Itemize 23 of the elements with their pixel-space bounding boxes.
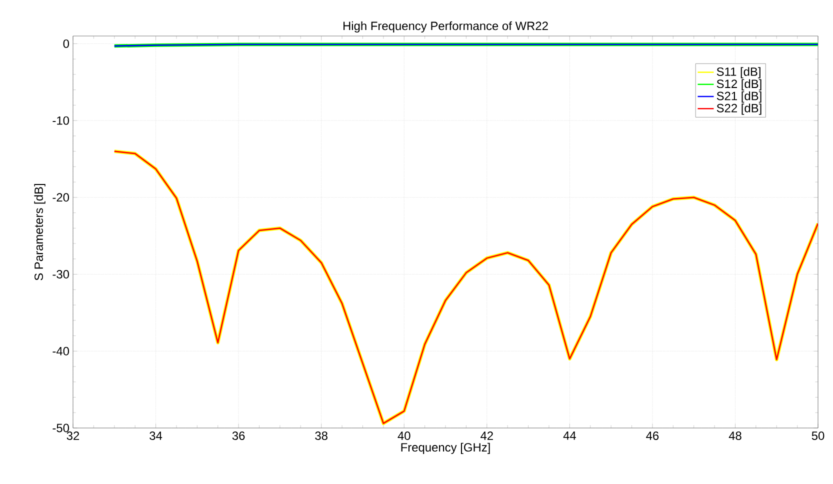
x-tick-label: 48: [728, 432, 742, 440]
legend-label: S21 [dB]: [716, 91, 762, 103]
x-tick-label: 38: [315, 432, 328, 440]
x-tick-label: 44: [563, 432, 576, 440]
legend-label: S22 [dB]: [716, 104, 762, 115]
x-tick-label: 42: [480, 432, 493, 440]
x-tick-label: 34: [150, 432, 162, 440]
y-tick-label: -20: [52, 193, 70, 202]
y-tick-label: 0: [63, 39, 70, 48]
x-tick-label: 36: [232, 432, 245, 440]
chart-title: High Frequency Performance of WR22: [343, 21, 548, 33]
y-tick-label: -50: [52, 424, 70, 432]
legend-label: S12 [dB]: [716, 79, 762, 90]
x-tick-label: 46: [646, 432, 659, 440]
legend-label: S11 [dB]: [716, 67, 760, 78]
y-axis-title: S Parameters [dB]: [34, 184, 46, 280]
y-tick-label: -30: [52, 270, 70, 278]
x-axis-title: Frequency [GHz]: [401, 442, 490, 454]
y-tick-label: -10: [52, 116, 70, 125]
x-tick-label: 50: [812, 432, 824, 440]
x-tick-label: 40: [398, 432, 410, 440]
y-tick-label: -40: [52, 346, 70, 356]
x-tick-label: 32: [66, 432, 80, 440]
